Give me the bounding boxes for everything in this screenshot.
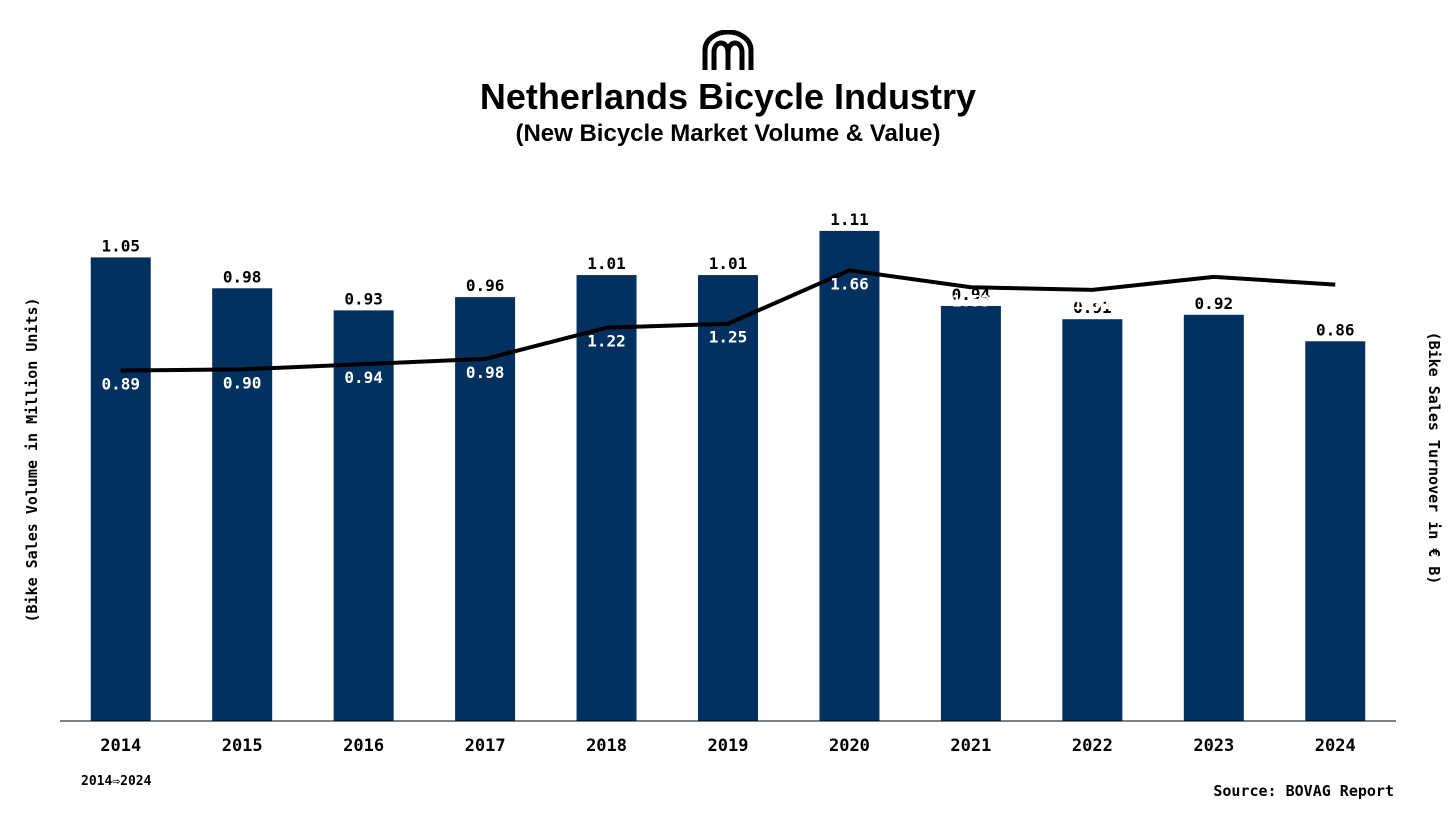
x-tick-label: 2022 <box>1072 736 1113 756</box>
bar <box>333 310 394 721</box>
source-note: Source: BOVAG Report <box>1213 782 1394 800</box>
line-value-label: 0.89 <box>101 375 140 394</box>
bar <box>819 230 880 721</box>
x-tick-label: 2016 <box>343 736 384 756</box>
bar-value-label: 0.96 <box>466 276 505 295</box>
x-tick-label: 2017 <box>465 736 506 756</box>
bar <box>212 288 273 721</box>
bar <box>940 305 1001 721</box>
bar <box>576 275 637 721</box>
x-tick-label: 2019 <box>708 736 749 756</box>
turnover-line <box>120 268 1336 373</box>
bar-value-label: 0.93 <box>344 289 383 308</box>
chart-title: Netherlands Bicycle Industry <box>479 76 977 117</box>
bar <box>90 257 151 721</box>
bar <box>1062 319 1123 721</box>
line-value-label: 1.25 <box>709 328 748 347</box>
line-value-label: 1.66 <box>830 274 869 293</box>
x-tick-label: 2014 <box>100 736 141 756</box>
brand-logo-icon <box>702 30 754 70</box>
line-value-label: 0.94 <box>344 368 383 387</box>
line-value-label: 0.98 <box>466 363 505 382</box>
x-tick-label: 2023 <box>1193 736 1234 756</box>
bar-value-label: 0.91 <box>1073 298 1112 317</box>
bar-value-label: 1.01 <box>587 254 626 273</box>
bar <box>455 297 516 721</box>
line-value-label: 1.55 <box>1316 289 1355 308</box>
bar-value-label: 1.11 <box>830 210 869 229</box>
bar-value-label: 0.86 <box>1316 320 1355 339</box>
line-value-label: 1.22 <box>587 332 626 351</box>
x-tick-label: 2021 <box>950 736 991 756</box>
line-value-label: 1.51 <box>1073 294 1112 313</box>
x-tick-label: 2018 <box>586 736 627 756</box>
bar-value-label: 0.94 <box>952 285 991 304</box>
year-range-note: 2014⇨2024 <box>81 774 152 789</box>
bar-value-label: 0.92 <box>1195 294 1234 313</box>
bar <box>1305 341 1366 721</box>
bar <box>1183 314 1244 721</box>
line-value-label: 1.53 <box>952 291 991 310</box>
bar <box>698 275 758 721</box>
x-tick-label: 2024 <box>1315 736 1356 756</box>
bar-value-label: 0.98 <box>223 267 262 286</box>
bar-value-label: 1.05 <box>101 236 140 255</box>
x-tick-label: 2015 <box>222 736 263 756</box>
line-value-label: 0.90 <box>223 373 262 392</box>
bar-value-label: 1.01 <box>709 254 748 273</box>
chart-subtitle: (New Bicycle Market Volume & Value) <box>515 120 941 147</box>
line-value-label: 1.61 <box>1195 281 1234 300</box>
x-tick-label: 2020 <box>829 736 870 756</box>
